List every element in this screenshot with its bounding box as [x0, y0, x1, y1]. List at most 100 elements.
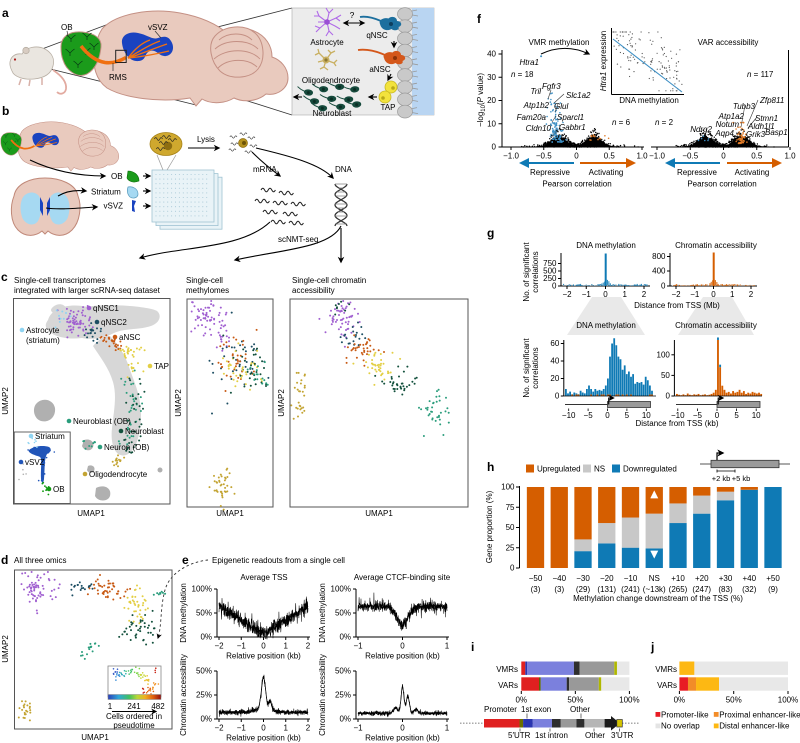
svg-text:−1: −1: [353, 724, 363, 733]
svg-text:0: 0: [552, 282, 557, 291]
svg-text:0: 0: [492, 143, 497, 152]
svg-text:Proximal enhancer-like: Proximal enhancer-like: [719, 710, 800, 719]
svg-text:vSVZ: vSVZ: [148, 23, 168, 32]
svg-text:(83): (83): [718, 585, 733, 594]
svg-text:UMAP1: UMAP1: [216, 509, 244, 518]
svg-text:Glul: Glul: [554, 102, 568, 111]
svg-text:−2: −2: [214, 642, 224, 651]
svg-text:VMRs: VMRs: [655, 665, 677, 674]
svg-text:n = 18: n = 18: [511, 70, 534, 79]
svg-text:Repressive: Repressive: [530, 168, 571, 177]
svg-text:5: 5: [734, 411, 739, 420]
svg-text:10: 10: [752, 411, 761, 420]
svg-text:OB: OB: [53, 485, 65, 494]
svg-text:UMAP2: UMAP2: [1, 635, 10, 663]
svg-text:Atp1b2: Atp1b2: [523, 101, 550, 110]
svg-text:accessibility: accessibility: [292, 286, 335, 295]
svg-text:50%: 50%: [196, 667, 212, 676]
svg-text:Repressive: Repressive: [677, 168, 718, 177]
svg-text:0: 0: [510, 564, 515, 573]
svg-text:i: i: [471, 640, 474, 654]
svg-text:Activating: Activating: [589, 168, 624, 177]
svg-text:0%: 0%: [200, 633, 212, 642]
svg-text:0%: 0%: [674, 696, 686, 705]
svg-text:Epigenetic readouts from a sin: Epigenetic readouts from a single cell: [212, 556, 345, 565]
svg-text:20: 20: [487, 96, 496, 105]
svg-text:1: 1: [623, 290, 628, 299]
svg-text:correlations: correlations: [531, 347, 540, 388]
svg-text:Average CTCF-binding site: Average CTCF-binding site: [354, 573, 451, 582]
svg-text:1st exon: 1st exon: [521, 705, 551, 714]
svg-text:0: 0: [574, 152, 579, 161]
svg-text:No overlap: No overlap: [661, 722, 700, 731]
svg-text:(131): (131): [597, 585, 616, 594]
svg-text:NS: NS: [594, 465, 605, 474]
svg-text:RMS: RMS: [109, 73, 127, 82]
svg-text:−5: −5: [584, 411, 594, 420]
svg-text:Relative position (kb): Relative position (kb): [226, 652, 301, 661]
svg-text:5: 5: [625, 411, 630, 420]
svg-text:Fam20a: Fam20a: [517, 113, 547, 122]
svg-text:−0.5: −0.5: [682, 152, 698, 161]
svg-text:1: 1: [730, 290, 735, 299]
svg-text:−1.0: −1.0: [503, 152, 519, 161]
svg-text:25%: 25%: [196, 691, 212, 700]
svg-text:Single-cell transcriptomes: Single-cell transcriptomes: [14, 276, 106, 285]
svg-text:(265): (265): [669, 585, 688, 594]
svg-text:Aldh1l1: Aldh1l1: [747, 122, 775, 131]
svg-text:5′UTR: 5′UTR: [508, 731, 531, 740]
svg-text:−30: −30: [576, 574, 590, 583]
svg-text:(3): (3): [554, 585, 564, 594]
svg-text:Pearson correlation: Pearson correlation: [542, 180, 611, 189]
svg-text:10: 10: [487, 119, 496, 128]
svg-text:Other: Other: [585, 731, 605, 740]
svg-text:mRNA: mRNA: [253, 165, 277, 174]
svg-text:0%: 0%: [339, 715, 351, 724]
svg-text:(9): (9): [768, 585, 778, 594]
svg-text:aNSC: aNSC: [369, 65, 391, 74]
svg-text:50%: 50%: [567, 696, 583, 705]
svg-text:100: 100: [657, 351, 671, 360]
svg-text:25: 25: [506, 543, 515, 552]
svg-text:Cldn10: Cldn10: [526, 124, 552, 133]
svg-text:Stmn1: Stmn1: [755, 114, 778, 123]
svg-text:+30: +30: [719, 574, 733, 583]
svg-text:−5: −5: [693, 411, 703, 420]
svg-text:250: 250: [543, 274, 557, 283]
svg-text:n = 6: n = 6: [612, 118, 631, 127]
svg-text:1: 1: [284, 642, 289, 651]
svg-text:−2: −2: [671, 290, 681, 299]
svg-text:Distance from TSS (kb): Distance from TSS (kb): [636, 419, 719, 428]
svg-text:+50: +50: [766, 574, 780, 583]
svg-text:Gene proportion (%): Gene proportion (%): [485, 490, 494, 563]
svg-text:Tril: Tril: [530, 87, 541, 96]
svg-text:+5 kb: +5 kb: [732, 474, 751, 483]
svg-text:2: 2: [306, 724, 311, 733]
svg-text:750: 750: [543, 259, 557, 268]
svg-text:−1: −1: [582, 290, 592, 299]
svg-text:50%: 50%: [196, 609, 212, 618]
svg-text:(29): (29): [576, 585, 591, 594]
svg-text:1.0: 1.0: [636, 152, 648, 161]
svg-text:−2: −2: [214, 724, 224, 733]
svg-text:100%: 100%: [778, 696, 798, 705]
svg-text:UMAP2: UMAP2: [1, 387, 10, 415]
svg-text:0%: 0%: [200, 715, 212, 724]
svg-text:1.0: 1.0: [784, 152, 796, 161]
svg-text:−1.0: −1.0: [649, 152, 665, 161]
svg-text:20: 20: [550, 374, 559, 383]
svg-text:Chromatin accessibility: Chromatin accessibility: [675, 321, 757, 330]
svg-text:−log10(P value): −log10(P value): [476, 73, 487, 127]
svg-text:Distance from TSS (Mb): Distance from TSS (Mb): [634, 301, 720, 310]
svg-text:Notum: Notum: [715, 120, 739, 129]
svg-text:g: g: [487, 226, 494, 240]
svg-text:0: 0: [665, 392, 670, 401]
svg-text:(247): (247): [692, 585, 711, 594]
svg-text:Basp1: Basp1: [765, 128, 788, 137]
svg-text:methylomes: methylomes: [186, 286, 229, 295]
svg-text:800: 800: [652, 252, 666, 261]
svg-text:UMAP1: UMAP1: [77, 509, 105, 518]
svg-text:0: 0: [400, 724, 405, 733]
svg-text:0: 0: [711, 290, 716, 299]
svg-text:(3): (3): [531, 585, 541, 594]
